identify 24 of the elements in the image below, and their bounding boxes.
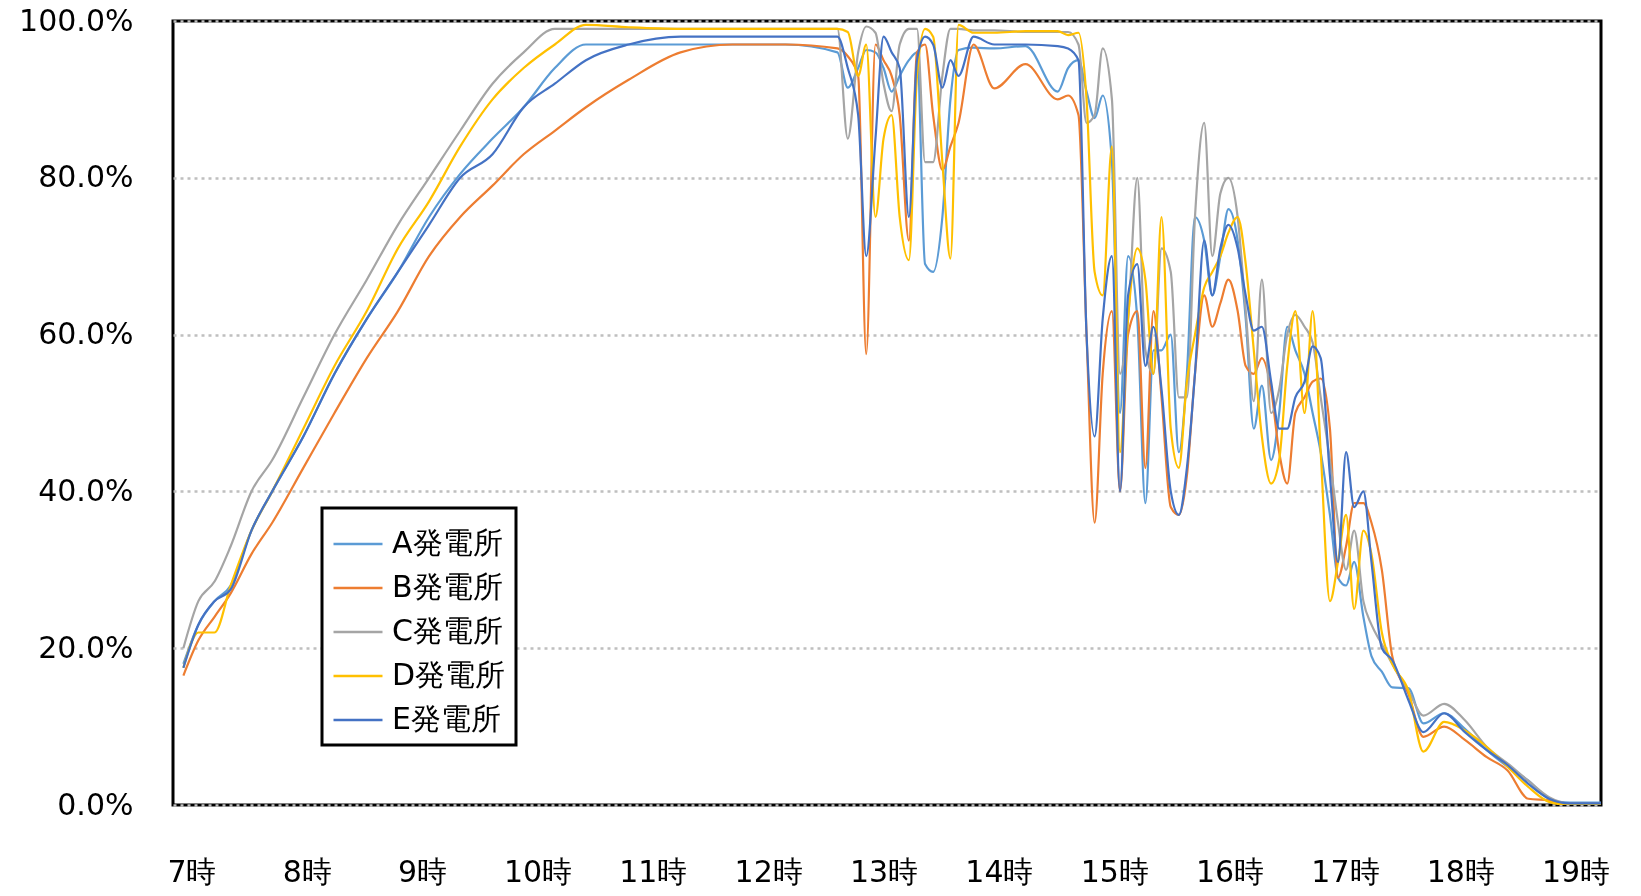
x-tick-label: 10時 [503,853,573,889]
x-tick-label: 7時 [167,853,217,889]
y-tick-label: 20.0% [38,629,134,665]
x-tick-label: 17時 [1311,853,1380,889]
x-tick-label: 14時 [965,853,1034,889]
y-tick-label: 80.0% [38,159,134,195]
legend-label: A発電所 [392,525,503,560]
legend-label: C発電所 [392,613,503,648]
x-tick-label: 15時 [1080,853,1149,889]
x-tick-label: 18時 [1426,853,1495,889]
y-tick-label: 60.0% [38,316,134,352]
legend-label: B発電所 [392,569,503,604]
x-tick-label: 8時 [282,853,332,889]
y-tick-label: 100.0% [19,2,134,38]
x-tick-label: 11時 [619,853,688,889]
x-tick-label: 12時 [734,853,803,889]
legend-label: D発電所 [392,657,506,692]
legend-label: E発電所 [392,701,501,736]
y-tick-label: 40.0% [38,472,134,508]
x-tick-label: 19時 [1542,853,1611,889]
y-tick-label: 0.0% [57,786,134,822]
x-tick-label: 9時 [398,853,448,889]
x-tick-label: 13時 [849,853,919,889]
x-tick-label: 16時 [1195,853,1265,889]
